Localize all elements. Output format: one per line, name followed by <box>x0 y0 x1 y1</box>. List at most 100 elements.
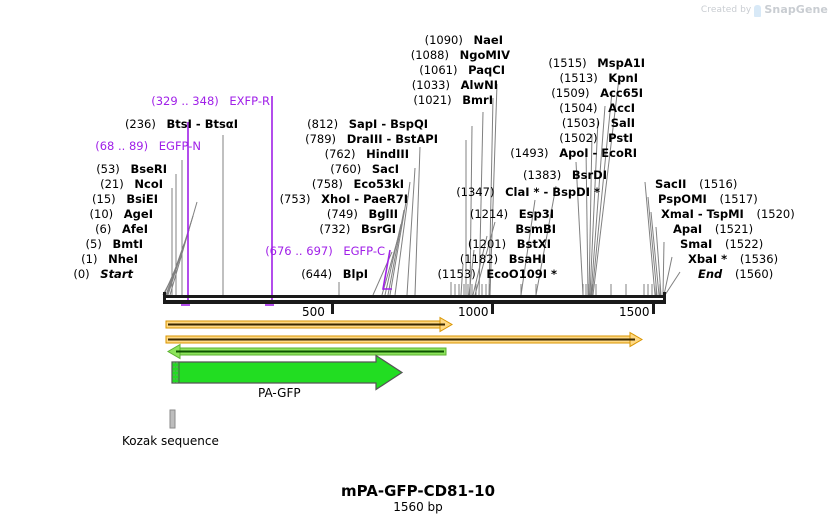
enzyme-name: BsaHI <box>508 252 546 266</box>
enzyme-label-draiii[interactable]: (789) DraIII - BstAPI <box>190 133 438 145</box>
enzyme-label-bmri[interactable]: (1021) BmrI <box>330 94 493 106</box>
enzyme-label-smai[interactable]: SmaI (1522) <box>680 238 763 250</box>
enzyme-label-ecoo109i[interactable]: (1153) EcoO109I * <box>380 268 557 280</box>
enzyme-name: SmaI <box>680 237 713 251</box>
enzyme-position: (1522) <box>724 237 764 251</box>
marker-label-end[interactable]: End (1560) <box>698 268 773 280</box>
enzyme-name: AgeI <box>123 207 153 221</box>
enzyme-label-sacii[interactable]: SacII (1516) <box>655 178 737 190</box>
enzyme-label-apoi[interactable]: (1493) ApoI - EcoRI <box>400 147 637 159</box>
enzyme-label-agei[interactable]: (10) AgeI <box>0 208 153 220</box>
enzyme-label-acc65i[interactable]: (1509) Acc65I <box>470 87 643 99</box>
enzyme-label-ngomiv[interactable]: (1088) NgoMIV <box>330 49 510 61</box>
snapgene-logo-icon <box>754 4 762 17</box>
enzyme-label-bmti[interactable]: (5) BmtI <box>0 238 143 250</box>
plasmid-backbone[interactable] <box>163 292 666 304</box>
enzyme-name: BsiEI <box>126 192 158 206</box>
enzyme-label-hindiii[interactable]: (762) HindIII <box>200 148 409 160</box>
enzyme-label-bglii[interactable]: (749) BglII <box>200 208 398 220</box>
enzyme-label-bsrdi[interactable]: (1383) BsrDI <box>420 169 607 181</box>
orf-track-reverse[interactable] <box>167 343 447 360</box>
enzyme-label-blpi[interactable]: (644) BlpI <box>200 268 368 280</box>
leader-lines-upper-right <box>465 83 498 296</box>
enzyme-label-xhoi[interactable]: (753) XhoI - PaeR7I <box>180 193 408 205</box>
primer-track-2[interactable] <box>165 331 643 348</box>
enzyme-position: (21) <box>100 177 124 191</box>
enzyme-position: (1033) <box>411 78 450 92</box>
enzyme-label-bstxi[interactable]: (1201) BstXI <box>420 238 551 250</box>
enzyme-label-xbai[interactable]: XbaI * (1536) <box>688 253 778 265</box>
enzyme-position: (1513) <box>559 71 598 85</box>
enzyme-position: (236) <box>124 117 156 131</box>
feature-name: EGFP-N <box>158 139 201 153</box>
cds-arrow-pa-gfp[interactable] <box>171 354 404 391</box>
enzyme-label-clai[interactable]: (1347) ClaI * - BspDI * <box>400 186 600 198</box>
enzyme-position: (1182) <box>459 252 499 266</box>
enzyme-position: (1493) <box>510 146 549 160</box>
enzyme-label-bsmbi[interactable]: BsmBI <box>420 223 556 235</box>
enzyme-position: (15) <box>92 192 116 206</box>
kozak-sequence-label: Kozak sequence <box>122 434 219 448</box>
enzyme-label-sapi[interactable]: (812) SapI - BspQI <box>200 118 428 130</box>
enzyme-name: SacII <box>655 177 687 191</box>
snapgene-watermark: Created by SnapGene <box>701 3 828 17</box>
enzyme-name: ApaI <box>673 222 703 236</box>
leader-lines-far-right <box>644 181 681 296</box>
enzyme-position: (53) <box>96 162 120 176</box>
enzyme-name: XmaI - TspMI <box>661 207 744 221</box>
watermark-brand: SnapGene <box>764 3 828 16</box>
enzyme-label-esp3i[interactable]: (1214) Esp3I <box>420 208 554 220</box>
enzyme-label-alwni[interactable]: (1033) AlwNI <box>330 79 498 91</box>
enzyme-name: SalI <box>610 116 635 130</box>
feature-label-egfp-c[interactable]: (676 .. 697) EGFP-C <box>180 245 385 257</box>
enzyme-label-sali[interactable]: (1503) SalI <box>470 117 635 129</box>
enzyme-label-saci[interactable]: (760) SacI <box>200 163 399 175</box>
primer-track-1[interactable] <box>165 316 453 333</box>
enzyme-label-ncoi[interactable]: (21) NcoI <box>0 178 163 190</box>
enzyme-label-afei[interactable]: (6) AfeI <box>0 223 148 235</box>
kozak-marker[interactable] <box>169 409 176 429</box>
enzyme-label-kpni[interactable]: (1513) KpnI <box>470 72 638 84</box>
feature-name: EXFP-R <box>229 94 270 108</box>
enzyme-position: (758) <box>311 177 343 191</box>
enzyme-name: MspA1I <box>597 56 645 70</box>
enzyme-label-apai[interactable]: ApaI (1521) <box>673 223 753 235</box>
enzyme-label-bsahi[interactable]: (1182) BsaHI <box>400 253 546 265</box>
enzyme-position: (1021) <box>413 93 452 107</box>
enzyme-label-bseri[interactable]: (53) BseRI <box>0 163 167 175</box>
enzyme-label-nhei[interactable]: (1) NheI <box>0 253 138 265</box>
enzyme-label-btsi[interactable]: (236) BtsI - BtsαI <box>0 118 238 130</box>
enzyme-position: (1517) <box>719 192 758 206</box>
enzyme-label-eco53ki[interactable]: (758) Eco53kI <box>200 178 404 190</box>
enzyme-position: (1509) <box>551 86 590 100</box>
enzyme-ticks <box>338 284 661 295</box>
enzyme-position: (789) <box>305 132 337 146</box>
enzyme-name: DraIII - BstAPI <box>346 132 438 146</box>
enzyme-label-pspomi[interactable]: PspOMI (1517) <box>658 193 758 205</box>
enzyme-position: (644) <box>301 267 333 281</box>
enzyme-label-naei[interactable]: (1090) NaeI <box>340 34 503 46</box>
enzyme-name: KpnI <box>608 71 638 85</box>
enzyme-position: (1520) <box>756 207 795 221</box>
enzyme-label-acci[interactable]: (1504) AccI <box>470 102 635 114</box>
feature-label-exfp-r[interactable]: (329 .. 348) EXFP-R <box>30 95 270 107</box>
enzyme-position: (1383) <box>522 168 562 182</box>
enzyme-label-bsrgi[interactable]: (732) BsrGI <box>200 223 396 235</box>
enzyme-name: SapI - BspQI <box>348 117 428 131</box>
enzyme-label-mspa1i[interactable]: (1515) MspA1I <box>470 57 645 69</box>
enzyme-position: (1088) <box>410 48 449 62</box>
plasmid-length: 1560 bp <box>393 500 443 514</box>
enzyme-position: (812) <box>307 117 339 131</box>
enzyme-label-psti[interactable]: (1502) PstI <box>470 132 633 144</box>
enzyme-label-paqci[interactable]: (1061) PaqCI <box>330 64 505 76</box>
feature-ticks-purple <box>181 96 274 306</box>
enzyme-label-bsiei[interactable]: (15) BsiEI <box>0 193 158 205</box>
enzyme-name: EcoO109I * <box>486 267 557 281</box>
enzyme-name: BmtI <box>112 237 143 251</box>
enzyme-label-xmai[interactable]: XmaI - TspMI (1520) <box>661 208 795 220</box>
feature-label-egfp-n[interactable]: (68 .. 89) EGFP-N <box>0 140 201 152</box>
marker-label-start[interactable]: (0) Start <box>0 268 133 280</box>
cds-label-pa-gfp: PA-GFP <box>258 386 301 400</box>
enzyme-name: HindIII <box>366 147 409 161</box>
